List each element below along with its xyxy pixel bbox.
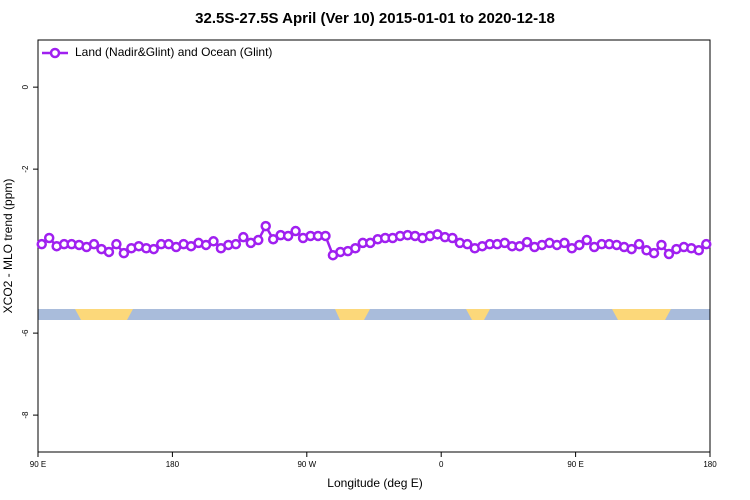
data-point <box>238 231 249 243</box>
data-point <box>267 233 279 245</box>
data-point <box>514 240 525 252</box>
y-axis-label: XCO2 - MLO trend (ppm) <box>1 179 15 314</box>
x-axis-label: Longitude (deg E) <box>327 476 422 490</box>
data-point <box>521 236 533 248</box>
x-tick-label: 90 W <box>297 460 316 469</box>
land-ocean-strip <box>38 309 710 320</box>
data-point <box>559 237 570 249</box>
y-tick-label: 0 <box>21 84 30 89</box>
land-region <box>466 309 490 320</box>
data-point <box>693 245 705 256</box>
chart-title: 32.5S-27.5S April (Ver 10) 2015-01-01 to… <box>195 10 555 27</box>
data-point <box>574 239 585 251</box>
data-point <box>581 234 593 246</box>
y-tick-label: -2 <box>21 165 30 173</box>
land-region <box>75 309 133 320</box>
data-point <box>253 234 264 246</box>
data-point <box>148 243 159 255</box>
legend-label: Land (Nadir&Glint) and Ocean (Glint) <box>75 45 272 59</box>
data-point <box>36 238 47 250</box>
data-point <box>462 238 473 250</box>
x-tick-label: 90 E <box>30 460 46 469</box>
data-point <box>701 238 712 250</box>
data-point <box>88 238 100 250</box>
x-tick-label: 0 <box>439 460 444 469</box>
data-point <box>260 220 271 232</box>
legend-marker <box>49 47 61 59</box>
data-point <box>633 238 645 250</box>
data-point <box>208 236 219 247</box>
data-point <box>626 243 637 255</box>
data-point <box>290 225 301 237</box>
data-point <box>282 230 294 242</box>
land-region <box>612 309 671 320</box>
data-point <box>118 247 130 259</box>
data-point <box>230 238 242 250</box>
y-tick-label: -8 <box>21 411 30 419</box>
x-tick-label: 180 <box>703 460 717 469</box>
data-point <box>103 246 115 258</box>
data-point <box>447 232 458 244</box>
y-tick-label: -6 <box>21 329 30 337</box>
data-point <box>648 247 660 259</box>
data-point <box>663 248 675 260</box>
data-point <box>43 232 55 244</box>
ocean-band <box>38 309 710 320</box>
data-point <box>656 239 667 251</box>
x-tick-label: 90 E <box>567 460 583 469</box>
data-point <box>350 243 361 254</box>
x-tick-label: 180 <box>166 460 180 469</box>
data-point <box>111 238 122 250</box>
land-region <box>335 309 370 320</box>
data-point <box>320 230 331 242</box>
